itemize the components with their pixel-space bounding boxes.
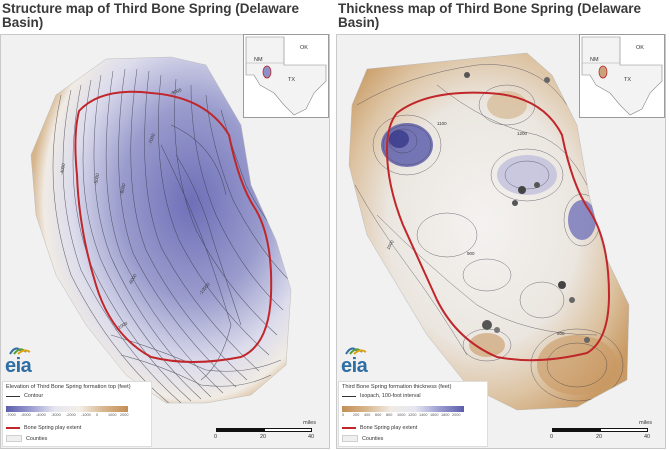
contour-label: -5000 xyxy=(93,172,100,185)
isopach-lines xyxy=(354,64,624,402)
isopach-line-swatch xyxy=(342,395,356,397)
scale-segment xyxy=(552,428,600,432)
ramp-tick: -5000 xyxy=(21,413,31,417)
ramp-tick: 0 xyxy=(342,413,345,417)
elevation-color-ramp xyxy=(6,406,128,412)
ramp-tick: -4000 xyxy=(36,413,46,417)
play-extent-swatch xyxy=(342,427,356,429)
scale-tick: 40 xyxy=(644,434,651,440)
structure-surface xyxy=(30,56,292,404)
scale-segment xyxy=(216,428,264,432)
ramp-tick: 600 xyxy=(375,413,382,417)
locator-inset-map: NM OK TX xyxy=(243,34,329,118)
tx-label: TX xyxy=(288,77,296,83)
scale-units: miles xyxy=(639,420,652,426)
counties-swatch xyxy=(342,435,358,442)
legend-counties-label: Counties xyxy=(362,435,384,442)
ok-label: OK xyxy=(636,45,644,51)
thickness-map-canvas: 1000 900 800 1100 1200 xyxy=(348,52,630,411)
scale-tick: 40 xyxy=(308,434,315,440)
isopach-value-labels: 1000 900 800 1100 1200 xyxy=(386,121,565,336)
scale-segment xyxy=(264,428,312,432)
panel-title: Structure map of Third Bone Spring (Dela… xyxy=(2,1,300,30)
isopach-label: 800 xyxy=(557,331,565,336)
nm-label: NM xyxy=(254,57,263,63)
legend-title: Third Bone Spring formation thickness (f… xyxy=(342,384,452,390)
eia-logo xyxy=(9,347,31,355)
legend-isopach-label: Isopach, 100-foot interval xyxy=(360,393,421,399)
contour-label: -7000 xyxy=(147,132,156,145)
ramp-tick: 2000 xyxy=(452,413,461,417)
legend-play-row: Bone Spring play extent xyxy=(342,425,417,431)
legend-contour-label: Contour xyxy=(24,393,44,399)
legend-contour-row: Contour xyxy=(6,393,43,399)
ramp-tick: 1000 xyxy=(108,413,117,417)
locator-inset-map: NM OK TX xyxy=(579,34,665,118)
legend-play-row: Bone Spring play extent xyxy=(6,425,81,431)
ramp-tick: 2000 xyxy=(120,413,129,417)
legend-play-label: Bone Spring play extent xyxy=(24,425,82,431)
legend-counties-row: Counties xyxy=(342,435,383,442)
color-ramp-ticks: -7000 -5000 -4000 -3000 -2000 -1000 0 10… xyxy=(6,413,128,419)
ramp-tick: 1600 xyxy=(430,413,439,417)
counties-swatch xyxy=(6,435,22,442)
structure-map-canvas: -4000 -5000 -6000 -7000 -8000 -9000 -100… xyxy=(30,56,292,404)
ramp-tick: 800 xyxy=(386,413,393,417)
scale-tick: 20 xyxy=(596,434,603,440)
ramp-tick: 1200 xyxy=(408,413,417,417)
ramp-tick: 0 xyxy=(96,413,99,417)
ok-label: OK xyxy=(300,45,308,51)
panel-title: Thickness map of Third Bone Spring (Dela… xyxy=(338,1,642,30)
contour-label: -4000 xyxy=(59,162,66,175)
scale-units: miles xyxy=(303,420,316,426)
scale-tick: 0 xyxy=(550,434,554,440)
isopach-label: 900 xyxy=(467,251,475,256)
contour-line-swatch xyxy=(6,395,20,397)
ramp-tick: -7000 xyxy=(6,413,16,417)
nm-label: NM xyxy=(590,57,599,63)
ramp-tick: -3000 xyxy=(51,413,61,417)
scale-segment xyxy=(600,428,648,432)
ramp-tick: 400 xyxy=(364,413,371,417)
locator-map-shape xyxy=(581,36,663,116)
ramp-tick: -1000 xyxy=(81,413,91,417)
contour-label: -11000 xyxy=(114,320,129,331)
play-extent-swatch xyxy=(6,427,20,429)
legend-counties-row: Counties xyxy=(6,435,47,442)
ramp-tick: 1400 xyxy=(419,413,428,417)
contour-lines xyxy=(52,68,291,403)
bone-spring-play-extent xyxy=(385,91,611,362)
scale-bar: miles 0 20 40 xyxy=(214,420,322,442)
color-ramp-ticks: 0 200 400 600 800 1000 1200 1400 1600 18… xyxy=(342,413,464,419)
contour-label: -8000 xyxy=(128,273,138,286)
locator-map-shape xyxy=(245,36,327,116)
bone-spring-play-extent xyxy=(74,90,273,363)
thickness-map-panel: Thickness map of Third Bone Spring (Dela… xyxy=(336,0,666,449)
ramp-tick: 1000 xyxy=(397,413,406,417)
thickness-color-ramp xyxy=(342,406,464,412)
scale-tick: 0 xyxy=(214,434,218,440)
isopach-label: 1000 xyxy=(386,239,396,251)
isopach-label: 1100 xyxy=(437,121,447,126)
ramp-tick: -2000 xyxy=(66,413,76,417)
contour-label: -9000 xyxy=(170,87,183,96)
ramp-tick: 1800 xyxy=(441,413,450,417)
salt-dome-spots xyxy=(464,72,590,343)
eia-logo-text: eia xyxy=(5,355,32,377)
map-legend: Elevation of Third Bone Spring formation… xyxy=(2,381,152,447)
legend-title: Elevation of Third Bone Spring formation… xyxy=(6,384,131,390)
ramp-tick: 200 xyxy=(353,413,360,417)
legend-isopach-row: Isopach, 100-foot interval xyxy=(342,393,421,399)
isopach-label: 1200 xyxy=(517,131,528,136)
map-legend: Third Bone Spring formation thickness (f… xyxy=(338,381,488,447)
contour-label: -6000 xyxy=(119,182,126,195)
structure-map-panel: Structure map of Third Bone Spring (Dela… xyxy=(0,0,330,449)
eia-logo-text: eia xyxy=(341,355,368,377)
scale-tick: 20 xyxy=(260,434,267,440)
eia-logo xyxy=(345,347,367,355)
legend-counties-label: Counties xyxy=(26,435,48,442)
scale-bar: miles 0 20 40 xyxy=(550,420,658,442)
tx-label: TX xyxy=(624,77,632,83)
legend-play-label: Bone Spring play extent xyxy=(360,425,418,431)
